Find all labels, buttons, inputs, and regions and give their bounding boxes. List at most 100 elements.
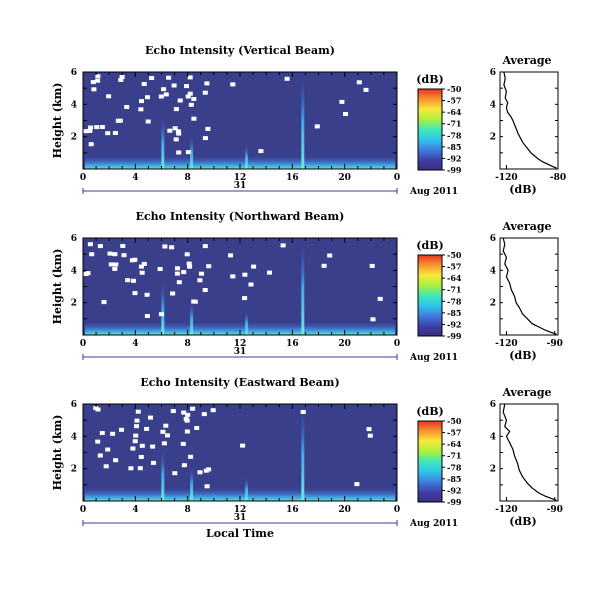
profile-line <box>503 71 557 169</box>
no-data-cell <box>135 409 141 414</box>
no-data-cell <box>230 82 236 87</box>
no-data-cell <box>87 242 93 247</box>
no-data-cell <box>180 441 186 446</box>
no-data-cell <box>94 125 100 130</box>
heatmap-echo-spike <box>161 447 165 501</box>
y-tick-label: 2 <box>71 299 77 309</box>
no-data-cell <box>367 433 373 438</box>
no-data-cell <box>173 107 179 112</box>
no-data-cell <box>176 280 182 285</box>
day-label: 31 <box>234 181 247 191</box>
date-label: Aug 2011 <box>409 519 458 529</box>
colorbar-tick-label: -57 <box>447 428 461 438</box>
profile-y-tick-label: 4 <box>490 266 496 276</box>
profile-y-tick-label: 6 <box>490 68 496 78</box>
profile-x-tick-label: -120 <box>495 173 518 183</box>
no-data-cell <box>85 271 91 276</box>
colorbar <box>417 254 443 337</box>
x-tick-label: 8 <box>185 339 191 349</box>
no-data-cell <box>95 407 101 412</box>
no-data-cell <box>251 264 257 269</box>
no-data-cell <box>230 274 236 279</box>
no-data-cell <box>137 466 143 471</box>
no-data-cell <box>172 471 178 476</box>
no-data-cell <box>167 128 173 133</box>
profile-x-tick-label: -90 <box>547 505 563 515</box>
no-data-cell <box>139 270 145 275</box>
profile-y-tick-label: 4 <box>490 100 496 110</box>
no-data-cell <box>176 131 182 136</box>
no-data-cell <box>176 150 182 155</box>
no-data-cell <box>161 441 167 446</box>
heatmap-title: Echo Intensity (Vertical Beam) <box>145 44 335 57</box>
profile-frame <box>499 237 559 336</box>
y-tick-label: 4 <box>71 266 77 276</box>
y-tick-label: 6 <box>71 234 77 244</box>
no-data-cell <box>163 92 169 97</box>
date-label: Aug 2011 <box>409 187 458 197</box>
no-data-cell <box>184 84 189 89</box>
x-tick-label: 16 <box>286 339 299 349</box>
no-data-cell <box>201 412 207 417</box>
colorbar-tick-label: -71 <box>447 119 461 129</box>
heatmap-field <box>83 238 397 335</box>
x-tick-label: 8 <box>185 173 191 183</box>
no-data-cell <box>354 482 360 487</box>
profile-x-tick-label: -80 <box>550 173 566 183</box>
no-data-cell <box>186 261 192 266</box>
no-data-cell <box>118 77 124 82</box>
no-data-cell <box>173 137 179 142</box>
colorbar-tick-label: -99 <box>447 497 462 507</box>
colorbar-tick-label: -57 <box>447 96 461 106</box>
y-tick-label: 6 <box>71 400 77 410</box>
no-data-cell <box>162 244 168 249</box>
no-data-cell <box>171 83 177 88</box>
y-tick-label: 4 <box>71 100 77 110</box>
y-axis-label: Height (km) <box>51 249 64 325</box>
no-data-cell <box>339 99 345 104</box>
profile-x-tick-label: -120 <box>495 505 518 515</box>
no-data-cell <box>105 447 111 452</box>
no-data-cell <box>210 408 216 413</box>
y-axis-label: Height (km) <box>51 83 64 159</box>
colorbar-tick-label: -85 <box>447 474 461 484</box>
no-data-cell <box>228 253 233 258</box>
no-data-cell <box>267 270 272 275</box>
heatmap-echo-spike <box>190 301 194 335</box>
panel-2: Echo Intensity (Northward Beam)0 4 8 12 16 20… <box>51 210 563 363</box>
no-data-cell <box>280 243 286 248</box>
no-data-cell <box>125 278 131 283</box>
no-data-cell <box>99 125 105 129</box>
heatmap-field <box>83 404 397 501</box>
no-data-cell <box>170 291 176 296</box>
x-tick-label: 20 <box>338 505 351 515</box>
heatmap-echo-spike <box>161 115 165 169</box>
no-data-cell <box>181 410 187 415</box>
no-data-cell <box>197 470 203 475</box>
profile-y-tick-label: 2 <box>490 465 496 475</box>
profile-y-tick-label: 4 <box>490 432 496 442</box>
colorbar-tick-label: -78 <box>447 296 462 306</box>
colorbar-unit: (dB) <box>416 239 443 252</box>
no-data-cell <box>183 416 189 421</box>
no-data-cell <box>145 119 151 124</box>
no-data-cell <box>369 263 375 268</box>
x-tick-label: 8 <box>185 505 191 515</box>
colorbar-tick-label: -50 <box>447 250 462 260</box>
colorbar-tick-label: -64 <box>447 273 462 283</box>
profile-title: Average <box>501 386 551 399</box>
heatmap-echo-spike <box>301 238 305 335</box>
no-data-cell <box>133 433 139 438</box>
x-tick-label: 0 <box>80 339 86 349</box>
y-tick-label: 2 <box>71 465 77 475</box>
colorbar <box>417 88 443 171</box>
no-data-cell <box>144 292 150 297</box>
no-data-cell <box>175 129 181 134</box>
no-data-cell <box>190 406 196 411</box>
heatmap-echo-spike <box>245 144 249 169</box>
x-tick-label: 16 <box>286 505 299 515</box>
no-data-cell <box>132 439 138 444</box>
no-data-cell <box>130 446 136 451</box>
no-data-cell <box>188 454 194 459</box>
x-tick-label: 0 <box>394 339 400 349</box>
